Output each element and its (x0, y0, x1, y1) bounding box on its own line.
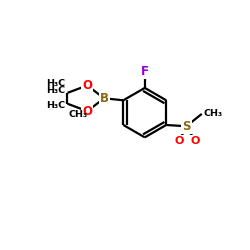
Text: F: F (141, 65, 149, 78)
Text: O: O (174, 136, 184, 146)
Text: CH₃: CH₃ (69, 110, 88, 118)
Text: O: O (82, 105, 92, 118)
Text: O: O (82, 79, 92, 92)
Text: H₃C: H₃C (46, 101, 65, 110)
Text: H₃C: H₃C (46, 79, 65, 88)
Text: H₃C: H₃C (46, 86, 65, 96)
Text: S: S (182, 120, 191, 133)
Text: O: O (190, 136, 200, 146)
Text: B: B (100, 92, 108, 105)
Text: CH₃: CH₃ (204, 109, 223, 118)
